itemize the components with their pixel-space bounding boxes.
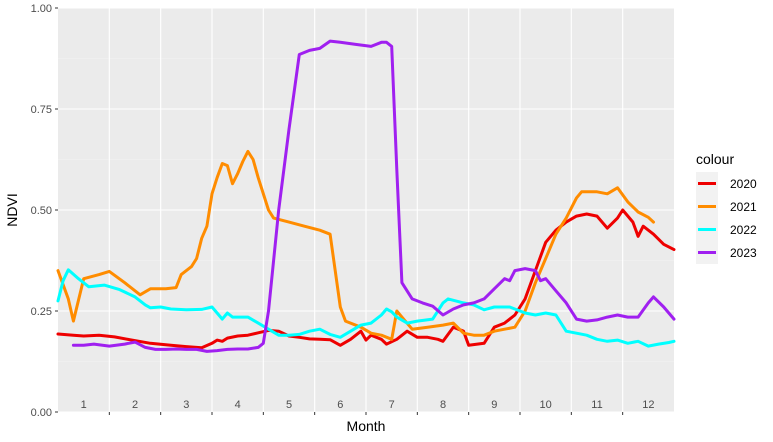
x-tick-label: 1 xyxy=(81,399,87,411)
x-tick-label: 5 xyxy=(286,399,292,411)
series-lines xyxy=(56,39,676,353)
series-line-2020 xyxy=(56,208,676,350)
x-tick-label: 12 xyxy=(642,399,654,411)
series-line-2022 xyxy=(56,268,676,348)
y-tick-label: 0.75 xyxy=(31,104,52,116)
y-tick-label: 1.00 xyxy=(31,3,52,15)
x-tick-label: 9 xyxy=(491,399,497,411)
y-tick-label: 0.25 xyxy=(31,306,52,318)
y-axis-ticks: 0.00 0.25 0.50 0.75 1.00 xyxy=(31,3,58,419)
y-tick-label: 0.00 xyxy=(31,407,52,419)
y-tick-label: 0.50 xyxy=(31,205,52,217)
x-tick-label: 7 xyxy=(389,399,395,411)
x-tick-label: 6 xyxy=(337,399,343,411)
legend-label-2022: 2022 xyxy=(730,223,757,237)
legend-title: colour xyxy=(696,151,734,167)
y-axis-title: NDVI xyxy=(4,193,20,226)
legend-label-2021: 2021 xyxy=(730,200,757,214)
x-tick-label: 2 xyxy=(132,399,138,411)
x-tick-label: 11 xyxy=(591,399,602,411)
x-tick-label: 10 xyxy=(540,399,552,411)
x-tick-label: 3 xyxy=(183,399,189,411)
x-tick-label: 8 xyxy=(440,399,446,411)
x-tick-label: 4 xyxy=(235,399,241,411)
x-axis-title: Month xyxy=(347,418,386,434)
x-axis-ticks: 1 2 3 4 5 6 7 8 9 10 11 12 xyxy=(81,399,654,415)
legend: colour 2020 2021 2022 2023 xyxy=(696,151,757,264)
legend-label-2020: 2020 xyxy=(730,177,757,191)
series-line-2023 xyxy=(71,39,676,353)
series-line-2021 xyxy=(56,149,655,341)
legend-label-2023: 2023 xyxy=(730,246,757,260)
